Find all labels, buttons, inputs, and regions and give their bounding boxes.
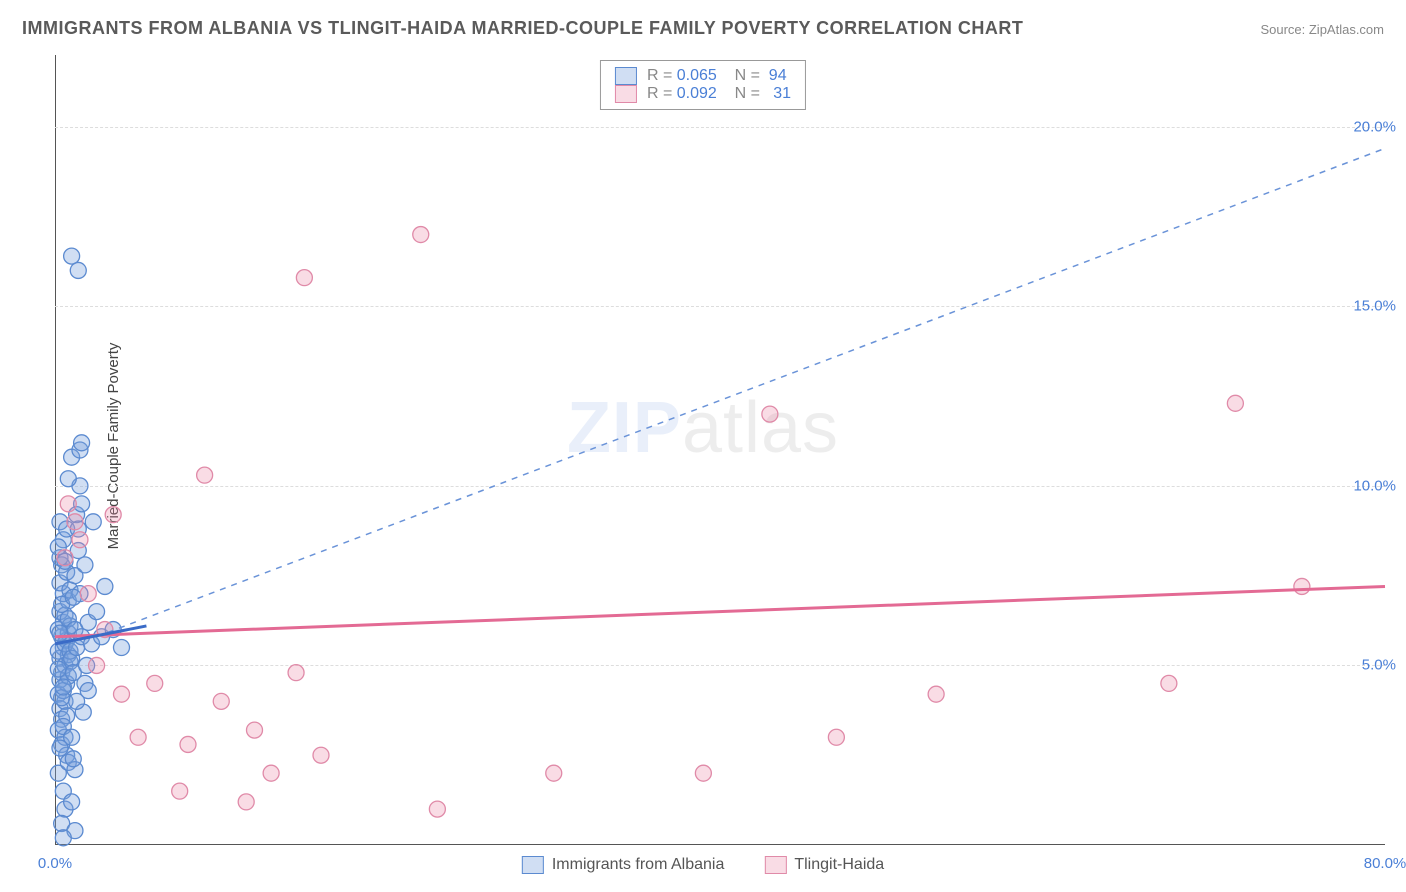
bottom-legend-label-1: Immigrants from Albania	[552, 856, 725, 874]
legend-text-series-1: R = 0.065 N = 94	[647, 67, 787, 85]
scatter-point	[296, 270, 312, 286]
scatter-point	[65, 751, 81, 767]
legend-swatch-series-1	[615, 67, 637, 85]
legend-swatch-series-2	[615, 85, 637, 103]
scatter-point	[429, 801, 445, 817]
scatter-point	[238, 794, 254, 810]
scatter-point	[60, 496, 76, 512]
bottom-legend-swatch-1	[522, 856, 544, 874]
scatter-point	[130, 729, 146, 745]
chart-title: IMMIGRANTS FROM ALBANIA VS TLINGIT-HAIDA…	[22, 18, 1023, 39]
source-label: Source:	[1260, 22, 1308, 37]
scatter-point	[70, 262, 86, 278]
legend-N-value-2: 31	[773, 85, 791, 102]
scatter-point	[413, 227, 429, 243]
scatter-point	[80, 586, 96, 602]
legend-R-label-2: R =	[647, 85, 672, 102]
scatter-point	[828, 729, 844, 745]
scatter-point	[50, 661, 66, 677]
scatter-point	[65, 589, 81, 605]
scatter-point	[247, 722, 263, 738]
source-value: ZipAtlas.com	[1309, 22, 1384, 37]
legend-text-series-2: R = 0.092 N = 31	[647, 85, 791, 103]
legend-R-value-1: 0.065	[677, 67, 717, 84]
scatter-point	[67, 514, 83, 530]
scatter-point	[1227, 395, 1243, 411]
legend-R-label-1: R =	[647, 67, 672, 84]
scatter-point	[695, 765, 711, 781]
correlation-legend: R = 0.065 N = 94 R = 0.092 N = 31	[600, 60, 806, 110]
scatter-point	[52, 625, 68, 641]
scatter-point	[172, 783, 188, 799]
scatter-point	[74, 435, 90, 451]
scatter-point	[762, 406, 778, 422]
series-legend: Immigrants from Albania Tlingit-Haida	[522, 856, 884, 874]
bottom-legend-item-2: Tlingit-Haida	[764, 856, 884, 874]
scatter-point	[72, 532, 88, 548]
legend-row-series-2: R = 0.092 N = 31	[615, 85, 791, 103]
legend-row-series-1: R = 0.065 N = 94	[615, 67, 791, 85]
scatter-point	[114, 686, 130, 702]
scatter-point	[213, 693, 229, 709]
scatter-point	[80, 683, 96, 699]
scatter-point	[546, 765, 562, 781]
scatter-point	[147, 675, 163, 691]
scatter-point	[64, 729, 80, 745]
scatter-point	[55, 679, 71, 695]
scatter-point	[64, 794, 80, 810]
legend-N-value-1: 94	[769, 67, 787, 84]
scatter-point	[89, 657, 105, 673]
scatter-point	[263, 765, 279, 781]
scatter-point	[57, 550, 73, 566]
trend-line	[55, 586, 1385, 636]
xtick-label: 0.0%	[38, 855, 72, 872]
source-attribution: Source: ZipAtlas.com	[1260, 22, 1384, 37]
scatter-point	[928, 686, 944, 702]
trend-line	[97, 148, 1385, 636]
scatter-point	[77, 557, 93, 573]
scatter-point	[197, 467, 213, 483]
scatter-point	[288, 665, 304, 681]
bottom-legend-label-2: Tlingit-Haida	[794, 856, 884, 874]
xtick-label: 80.0%	[1364, 855, 1406, 872]
scatter-point	[313, 747, 329, 763]
scatter-point	[180, 736, 196, 752]
bottom-legend-item-1: Immigrants from Albania	[522, 856, 725, 874]
scatter-point	[1294, 578, 1310, 594]
scatter-point	[55, 830, 71, 846]
scatter-point	[85, 514, 101, 530]
legend-N-label-2: N =	[735, 85, 760, 102]
scatter-point	[60, 471, 76, 487]
scatter-point	[105, 507, 121, 523]
scatter-point	[114, 640, 130, 656]
legend-N-label-1: N =	[735, 67, 760, 84]
scatter-point	[64, 248, 80, 264]
scatter-plot-svg	[55, 55, 1385, 845]
scatter-point	[1161, 675, 1177, 691]
scatter-point	[89, 604, 105, 620]
legend-R-value-2: 0.092	[677, 85, 717, 102]
bottom-legend-swatch-2	[764, 856, 786, 874]
scatter-point	[97, 578, 113, 594]
